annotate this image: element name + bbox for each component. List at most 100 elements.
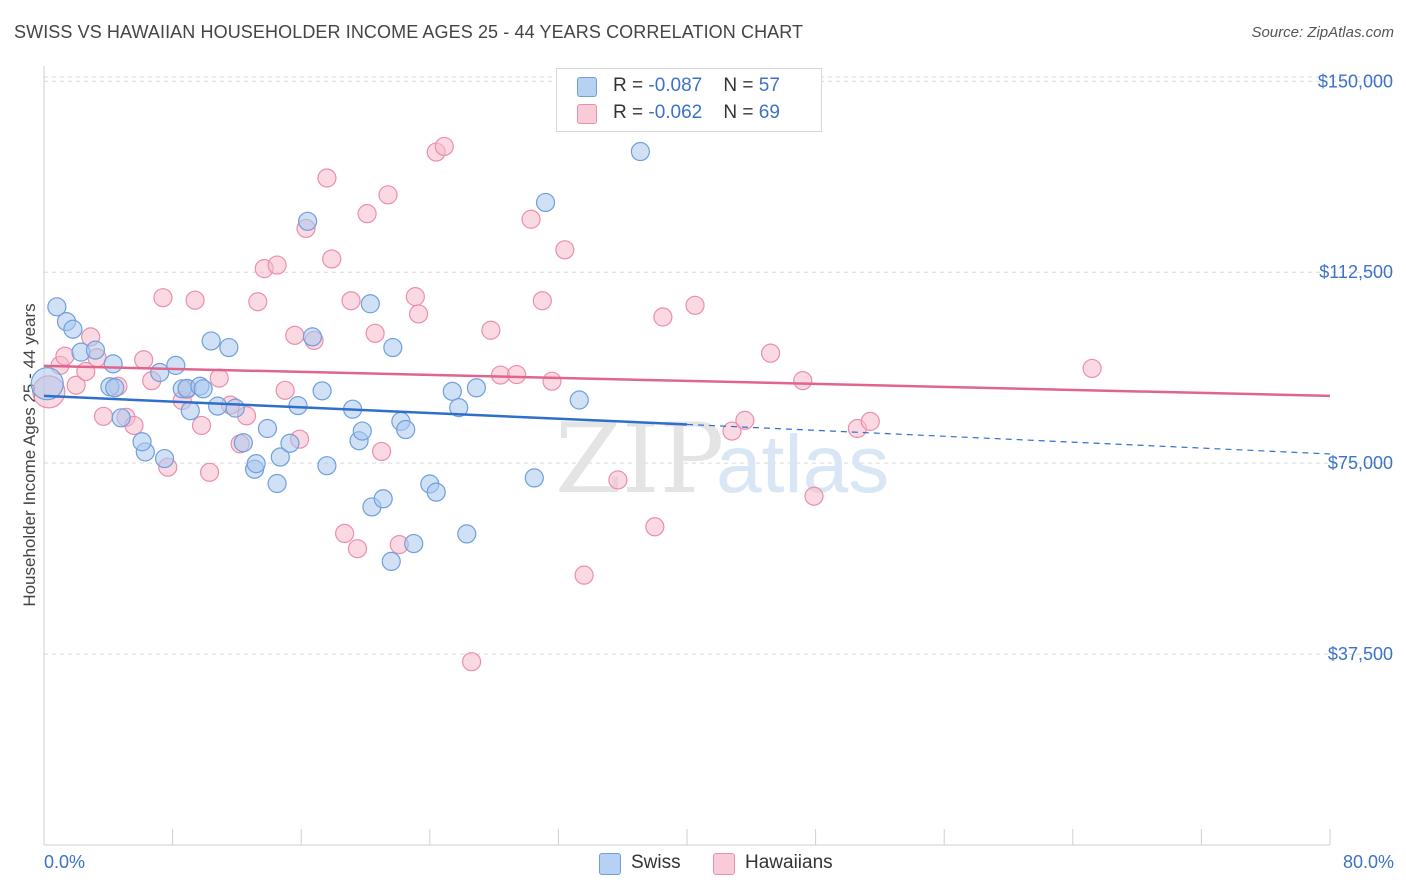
hawaiians-swatch xyxy=(713,853,735,875)
swiss-point xyxy=(105,378,125,398)
swiss-point xyxy=(193,379,213,399)
legend-row-text: R = -0.062 N = 69 xyxy=(613,102,780,124)
hawaiian-point xyxy=(685,295,705,315)
hawaiian-point xyxy=(608,470,628,490)
swiss-point xyxy=(381,551,401,572)
hawaiian-point xyxy=(267,255,287,275)
swiss-point xyxy=(630,141,650,162)
swiss-point xyxy=(208,396,228,416)
hawaiian-point xyxy=(275,380,295,400)
swiss-point xyxy=(257,418,278,439)
hawaiian-point xyxy=(134,350,154,370)
hawaiian-point xyxy=(248,292,268,312)
swiss-point xyxy=(383,337,403,358)
swiss-point xyxy=(150,362,170,383)
hawaiian-point xyxy=(55,346,75,366)
swiss-point xyxy=(352,421,372,441)
hawaiian-point xyxy=(490,365,511,385)
r-label: R = xyxy=(613,75,649,96)
swiss-point xyxy=(426,482,446,502)
legend-item-label: Swiss xyxy=(631,852,681,873)
swiss-point xyxy=(298,211,318,231)
n-label: N = xyxy=(723,75,759,96)
swiss-point xyxy=(132,432,152,452)
swiss-point xyxy=(219,337,239,358)
swiss-point xyxy=(302,327,323,347)
points-layer xyxy=(30,136,1102,672)
x-tick-max: 80.0% xyxy=(1342,852,1394,872)
n-value: 57 xyxy=(758,75,780,96)
correlation-legend: R = -0.087 N = 57 R = -0.062 N = 69 xyxy=(556,68,822,132)
hawaiian-point xyxy=(461,652,482,672)
swiss-point xyxy=(373,489,393,509)
swiss-point xyxy=(30,367,64,401)
swiss-point xyxy=(404,533,424,554)
hawaiian-point xyxy=(347,539,368,559)
swiss-point xyxy=(317,456,337,476)
hawaiian-point xyxy=(1082,358,1102,379)
hawaiian-point xyxy=(93,406,114,426)
hawaiians-trend-line xyxy=(43,364,1331,398)
hawaiian-point xyxy=(322,249,342,269)
hawaiian-point xyxy=(335,523,355,544)
y-tick-label: $37,500 xyxy=(1328,644,1393,664)
swiss-point xyxy=(267,473,287,494)
swiss-point xyxy=(442,381,462,401)
source-credit: Source: ZipAtlas.com xyxy=(1251,24,1394,41)
hawaiian-point xyxy=(66,375,86,395)
r-value: -0.087 xyxy=(648,75,703,96)
swiss-point xyxy=(396,419,416,440)
hawaiian-point xyxy=(191,415,212,436)
hawaiian-point xyxy=(185,290,205,310)
n-value: 69 xyxy=(758,102,780,123)
hawaiian-point xyxy=(555,240,575,260)
swiss-swatch xyxy=(599,853,621,875)
swiss-trend-extension xyxy=(686,423,1331,455)
swiss-point xyxy=(457,524,477,544)
hawaiian-point xyxy=(209,368,229,388)
hawaiian-point xyxy=(532,291,552,311)
swiss-point xyxy=(466,378,487,398)
hawaiian-point xyxy=(804,486,824,506)
swiss-point xyxy=(449,398,469,418)
hawaiian-point xyxy=(653,307,673,327)
hawaiian-point xyxy=(481,320,501,340)
hawaiian-point xyxy=(371,441,392,462)
hawaiian-point xyxy=(542,371,562,391)
swiss-point xyxy=(47,297,67,317)
swiss-point xyxy=(233,433,253,453)
chart-title: SWISS VS HAWAIIAN HOUSEHOLDER INCOME AGE… xyxy=(14,22,804,42)
hawaiian-point xyxy=(507,364,527,385)
swiss-point xyxy=(166,355,186,375)
swiss-point xyxy=(569,390,589,410)
swiss-trend-line xyxy=(43,394,688,426)
swiss-point xyxy=(270,447,290,467)
swiss-point xyxy=(535,192,556,213)
n-label: N = xyxy=(723,102,759,123)
series-legend: Swiss Hawaiians xyxy=(0,852,1406,878)
swiss-point xyxy=(312,381,332,401)
x-tick-min: 0.0% xyxy=(44,852,86,872)
hawaiians-swatch xyxy=(577,104,597,124)
swiss-point xyxy=(246,454,266,474)
swiss-point xyxy=(201,331,221,351)
hawaiian-point xyxy=(760,343,781,363)
hawaiian-point xyxy=(378,185,398,205)
r-value: -0.062 xyxy=(648,102,703,123)
hawaiian-point xyxy=(341,291,361,311)
y-tick-label: $112,500 xyxy=(1319,262,1393,282)
hawaiian-point xyxy=(735,410,755,430)
hawaiian-point xyxy=(153,288,173,308)
swiss-point xyxy=(225,398,245,418)
r-label: R = xyxy=(613,102,649,123)
swiss-point xyxy=(103,354,123,374)
swiss-point xyxy=(360,294,380,314)
hawaiian-point xyxy=(285,325,305,345)
y-tick-label: $150,000 xyxy=(1318,71,1393,91)
hawaiian-point xyxy=(860,411,880,431)
swiss-point xyxy=(63,319,83,339)
swiss-point xyxy=(154,448,175,469)
swiss-point xyxy=(280,433,300,453)
hawaiian-point xyxy=(434,136,454,157)
